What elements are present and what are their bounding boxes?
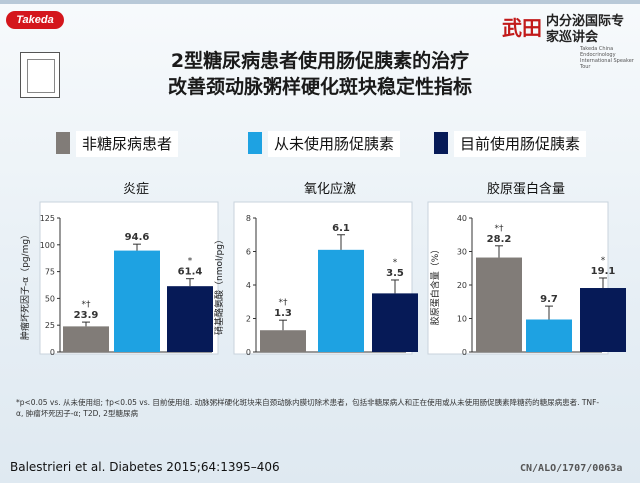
bar-2 (114, 250, 160, 352)
data-label: 61.4 (178, 267, 203, 278)
y-tick-label: 2 (246, 315, 251, 324)
chart-title-inflammation: 炎症 (122, 182, 149, 197)
data-label: 19.1 (591, 266, 616, 277)
legend-label: 目前使用肠促胰素 (454, 131, 587, 157)
data-label: 23.9 (74, 310, 99, 321)
seal-emblem (20, 52, 60, 98)
legend-label: 非糖尿病患者 (76, 131, 179, 157)
data-label: 28.2 (487, 234, 512, 245)
data-label: 9.7 (540, 294, 558, 305)
y-tick-label: 10 (457, 315, 467, 324)
y-tick-label: 0 (246, 348, 251, 357)
bar-2 (318, 249, 364, 352)
bar-1 (260, 330, 306, 352)
top-bar (0, 0, 640, 4)
legend-swatch (248, 132, 262, 154)
bar-3 (372, 293, 418, 352)
bar-1 (63, 326, 109, 352)
y-tick-label: 0 (462, 348, 467, 357)
data-label: 94.6 (125, 232, 150, 243)
title-line-1: 2型糖尿病患者使用肠促胰素的治疗 (170, 50, 470, 72)
significance-marker: *† (279, 298, 289, 308)
y-tick-label: 100 (40, 241, 55, 250)
bar-3 (167, 286, 213, 352)
y-tick-label: 125 (40, 214, 55, 223)
citation: Balestrieri et al. Diabetes 2015;64:1395… (10, 460, 280, 474)
y-tick-label: 75 (45, 268, 55, 277)
y-axis-label: 胶原蛋白含量（%） (429, 245, 441, 326)
significance-marker: * (601, 256, 606, 266)
bar-1 (476, 257, 522, 352)
logo-main-text: 武田 (502, 16, 542, 40)
y-tick-label: 0 (50, 348, 55, 357)
chart-title-oxidative-stress: 氧化应激 (303, 182, 356, 197)
y-tick-label: 50 (45, 294, 55, 303)
y-axis-label: 硝基酪氨酸（nmol/pg） (213, 235, 225, 335)
y-axis-label: 肿瘤坏死因子-α（pg/mg） (19, 230, 31, 340)
y-tick-label: 30 (457, 248, 467, 257)
legend-swatch (434, 132, 448, 154)
bar-2 (526, 319, 572, 352)
significance-marker: * (188, 257, 193, 267)
footnote: *p<0.05 vs. 从未使用组; †p<0.05 vs. 目前使用组. 动脉… (16, 398, 600, 418)
title-line-2: 改善颈动脉粥样硬化斑块稳定性指标 (167, 76, 472, 98)
takeda-logo: Takeda (6, 11, 64, 29)
y-tick-label: 25 (45, 321, 55, 330)
data-label: 6.1 (332, 223, 350, 234)
page-title: 2型糖尿病患者使用肠促胰素的治疗 改善颈动脉粥样硬化斑块稳定性指标 (80, 48, 560, 100)
data-label: 1.3 (274, 308, 292, 319)
y-tick-label: 6 (246, 248, 251, 257)
document-code: CN/ALO/1707/0063a (520, 463, 623, 474)
y-tick-label: 40 (457, 214, 467, 223)
bar-3 (580, 288, 626, 352)
significance-marker: *† (495, 224, 505, 234)
significance-marker: * (393, 258, 398, 268)
y-tick-label: 8 (246, 214, 251, 223)
legend-swatch (56, 132, 70, 154)
y-tick-label: 4 (246, 281, 251, 290)
speaker-tour-logo: 武田 内分泌国际专家巡讲会 Takeda China Endocrinology… (502, 12, 634, 70)
data-label: 3.5 (386, 268, 404, 279)
logo-sub-text: 内分泌国际专家巡讲会 (546, 14, 625, 45)
legend-label: 从未使用肠促胰素 (268, 131, 401, 157)
significance-marker: *† (82, 300, 92, 310)
logo-english-text: Takeda China Endocrinology International… (580, 46, 634, 70)
y-tick-label: 20 (457, 281, 467, 290)
chart-title-collagen: 胶原蛋白含量 (486, 182, 565, 197)
